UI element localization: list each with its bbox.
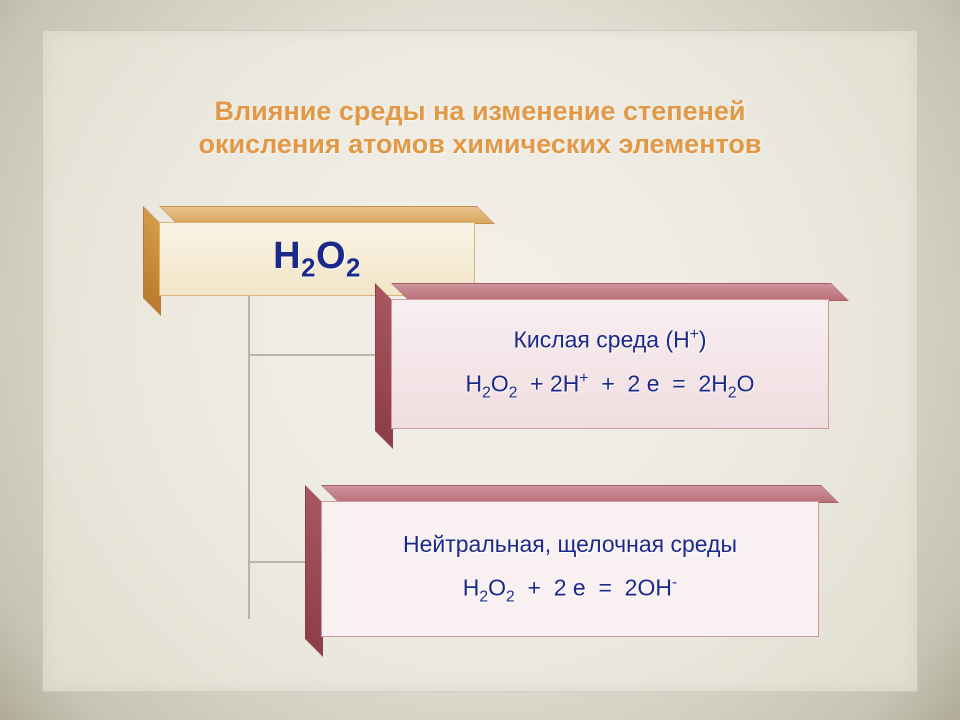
slide-title: Влияние среды на изменение степеней окис…: [90, 95, 870, 161]
main-formula-text: H2O2: [273, 235, 361, 284]
connector-vertical: [248, 293, 250, 619]
box-face: Кислая среда (H+) H2O2 + 2H+ + 2 e = 2H2…: [391, 299, 829, 429]
neutral-equation: H2O2 + 2 e = 2OH-: [463, 574, 677, 606]
box-face: Нейтральная, щелочная среды H2O2 + 2 e =…: [321, 501, 819, 637]
connector-to-acidic: [248, 354, 393, 356]
acidic-label: Кислая среда (H+): [513, 326, 706, 354]
acidic-equation: H2O2 + 2H+ + 2 e = 2H2O: [465, 370, 754, 402]
content-frame: Влияние среды на изменение степеней окис…: [42, 30, 918, 692]
slide: Влияние среды на изменение степеней окис…: [0, 0, 960, 720]
neutral-label: Нейтральная, щелочная среды: [403, 531, 737, 558]
